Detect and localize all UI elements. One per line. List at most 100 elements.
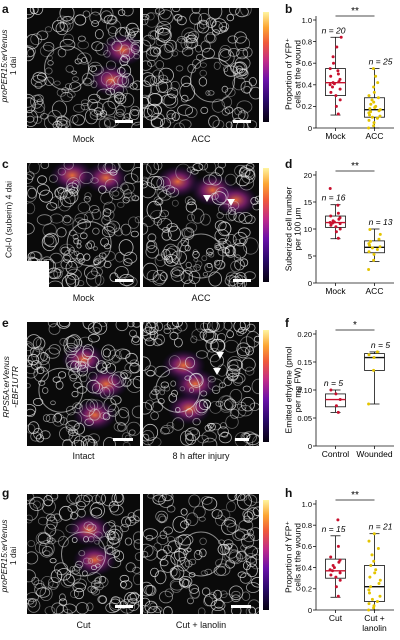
y-tick-label: 0.4 — [302, 563, 312, 572]
significance-label: ** — [351, 161, 359, 172]
data-point — [378, 114, 382, 118]
data-point — [372, 604, 376, 608]
y-tick-label: 0 — [308, 124, 312, 133]
n-label: n = 13 — [369, 217, 393, 227]
micrograph-a-right — [143, 8, 259, 128]
arrowhead-marker — [203, 195, 211, 202]
data-point — [372, 368, 376, 372]
data-point — [369, 239, 373, 243]
x-tick-label: ACC — [366, 131, 384, 141]
data-point — [372, 124, 376, 128]
data-point — [375, 350, 379, 354]
side-label-g: proPER15:erVenus 1 dai — [0, 506, 18, 606]
micrograph-c-right — [143, 163, 259, 287]
data-point — [378, 594, 382, 598]
x-tick-label: Wounded — [356, 449, 393, 459]
data-point — [336, 69, 340, 73]
data-point — [334, 225, 338, 229]
y-tick-label: 0 — [308, 442, 312, 451]
caption-c-left: Mock — [72, 293, 95, 303]
data-point — [368, 228, 372, 231]
y-tick-label: 0 — [308, 279, 312, 288]
colorbar-c — [263, 168, 269, 282]
data-point — [369, 564, 373, 567]
n-label: n = 5 — [371, 340, 390, 350]
data-point — [329, 214, 333, 218]
y-tick-label: 0.10 — [297, 386, 312, 395]
caption-e-right: 8 h after injury — [172, 451, 230, 461]
data-point — [369, 585, 373, 589]
significance-label: * — [353, 320, 357, 331]
y-tick-label: 10 — [304, 225, 312, 234]
data-point — [367, 539, 371, 543]
data-point — [376, 547, 380, 550]
data-point — [331, 564, 335, 567]
n-label: n = 20 — [322, 25, 346, 35]
data-point — [331, 85, 334, 89]
n-label: n = 25 — [369, 57, 393, 67]
data-point — [329, 555, 333, 559]
caption-a-right: ACC — [191, 134, 211, 144]
scale-bar — [115, 120, 133, 123]
scale-bar — [231, 605, 251, 608]
data-point — [336, 236, 340, 240]
scale-bar — [233, 120, 251, 123]
caption-g-right: Cut + lanolin — [175, 620, 227, 630]
data-point — [367, 250, 371, 254]
data-point — [377, 582, 381, 585]
data-point — [367, 402, 371, 406]
caption-e-left: Intact — [72, 451, 95, 461]
data-point — [368, 575, 372, 579]
arrowhead-marker — [213, 368, 221, 375]
data-point — [331, 569, 334, 573]
data-point — [336, 72, 340, 76]
data-point — [378, 578, 382, 582]
panel-letter-c: c — [2, 157, 9, 171]
data-point — [374, 568, 378, 572]
x-tick-label: Mock — [325, 286, 346, 296]
data-point — [372, 90, 376, 94]
data-point — [372, 532, 376, 536]
x-tick-label: Mock — [325, 131, 346, 141]
data-point — [374, 104, 378, 108]
y-tick-label: 20 — [304, 171, 312, 180]
data-point — [373, 571, 377, 575]
data-point — [370, 98, 374, 102]
data-point — [375, 600, 379, 603]
data-point — [332, 61, 335, 65]
data-point — [329, 90, 333, 94]
caption-c-right: ACC — [191, 293, 211, 303]
x-tick-label-line2: lanolin — [362, 623, 387, 633]
data-point — [376, 81, 380, 85]
data-point — [338, 77, 342, 81]
scale-bar — [115, 605, 133, 608]
data-point — [328, 187, 332, 190]
box — [325, 558, 346, 579]
significance-label: ** — [351, 6, 359, 17]
data-point — [372, 85, 376, 89]
boxplot-h: Proportion of YFP⁺cells at the wound 0 0.2… — [283, 490, 394, 633]
data-point — [336, 594, 340, 598]
n-label: n = 15 — [322, 524, 346, 534]
data-point — [367, 94, 371, 98]
data-point — [338, 98, 342, 102]
data-point — [378, 108, 382, 112]
y-axis-label: Proportion of YFP⁺cells at the wound — [283, 38, 302, 110]
data-point — [367, 126, 371, 130]
data-point — [334, 94, 338, 98]
panel-letter-b: b — [285, 2, 293, 16]
data-point — [331, 219, 335, 223]
significance-label: ** — [351, 490, 359, 501]
colorbar-e — [263, 330, 269, 442]
data-point — [329, 74, 333, 78]
x-tick-label: ACC — [366, 286, 384, 296]
data-point — [375, 248, 379, 251]
data-point — [334, 404, 338, 408]
data-point — [372, 121, 376, 125]
y-tick-label: 0.05 — [297, 414, 312, 423]
panel-letter-f: f — [285, 316, 289, 330]
y-axis-label: Suberized cell numberper 100 μm — [283, 187, 302, 272]
colorbar-a — [263, 12, 269, 122]
micrograph-e-left — [27, 322, 140, 446]
micrograph-g-left — [27, 494, 140, 614]
